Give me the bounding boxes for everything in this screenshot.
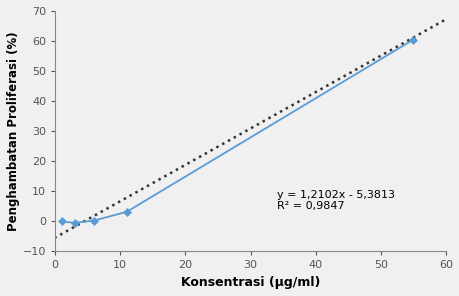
Text: y = 1,2102x - 5,3813
R² = 0,9847: y = 1,2102x - 5,3813 R² = 0,9847 <box>276 189 394 211</box>
X-axis label: Konsentrasi (µg/ml): Konsentrasi (µg/ml) <box>180 276 319 289</box>
Y-axis label: Penghambatan Proliferasi (%): Penghambatan Proliferasi (%) <box>7 31 20 231</box>
